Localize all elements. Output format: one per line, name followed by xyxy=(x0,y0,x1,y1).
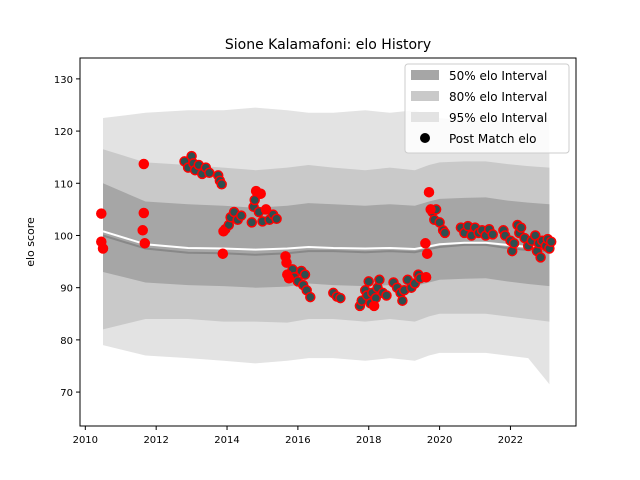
post-match-point-26 xyxy=(235,210,247,221)
post-match-point-101 xyxy=(508,238,520,249)
post-match-point-69 xyxy=(397,295,408,306)
post-match-point-63 xyxy=(374,274,385,286)
y-axis: 70 80 90 100 110 120 130 xyxy=(54,75,80,399)
post-match-point-49 xyxy=(305,291,316,303)
mean-elo-line xyxy=(102,230,550,251)
post-match-point-highlight-6 xyxy=(139,238,150,249)
legend-entry-post-match: Post Match elo xyxy=(449,132,536,146)
post-match-point-highlight-3 xyxy=(138,159,149,169)
post-match-point-111 xyxy=(535,252,546,263)
post-match-point-highlight-21 xyxy=(425,204,436,215)
post-match-point-96 xyxy=(487,229,498,240)
post-match-point-highlight-5 xyxy=(137,225,148,236)
axes-frame xyxy=(79,57,577,427)
post-match-point-highlight-13 xyxy=(281,257,292,268)
post-match-point-18 xyxy=(216,179,227,190)
post-match-point-86 xyxy=(439,227,451,239)
post-match-point-highlight-17 xyxy=(420,238,431,249)
y-tick-label-6: 130 xyxy=(54,75,73,86)
chart-title: Sione Kalamafoni: elo History xyxy=(225,37,431,53)
legend-swatch-95 xyxy=(411,112,439,122)
x-tick-label-3: 2016 xyxy=(285,435,310,446)
post-match-point-65 xyxy=(381,290,392,301)
post-match-point-highlight-16 xyxy=(369,300,380,311)
legend-entry-50: 50% elo Interval xyxy=(449,69,547,83)
post-match-point-highlight-0 xyxy=(96,208,107,219)
post-match-point-highlight-4 xyxy=(138,208,149,218)
y-tick-label-0: 70 xyxy=(60,388,73,399)
legend-entry-95: 95% elo Interval xyxy=(449,111,547,125)
post-match-point-104 xyxy=(515,222,527,233)
post-match-point-highlight-2 xyxy=(98,243,108,254)
legend-box xyxy=(404,63,570,154)
post-match-point-15 xyxy=(204,167,215,179)
post-match-point-116 xyxy=(545,236,557,247)
post-match-point-highlight-7 xyxy=(218,226,229,237)
post-match-point-highlight-18 xyxy=(421,272,432,283)
post-match-point-37 xyxy=(271,213,282,225)
x-tick-label-4: 2018 xyxy=(356,435,381,446)
post-match-point-highlight-10 xyxy=(255,188,266,199)
x-tick-label-2: 2014 xyxy=(214,435,239,446)
x-tick-label-0: 2010 xyxy=(73,435,98,446)
y-tick-label-5: 120 xyxy=(54,127,73,138)
x-tick-label-5: 2020 xyxy=(427,435,452,446)
legend: 50% elo Interval 80% elo Interval 95% el… xyxy=(404,63,570,154)
post-match-point-highlight-19 xyxy=(422,248,433,259)
post-match-point-highlight-15 xyxy=(284,273,294,284)
y-tick-label-3: 100 xyxy=(54,231,73,242)
y-tick-label-1: 80 xyxy=(60,336,73,347)
post-match-point-highlight-8 xyxy=(217,248,228,259)
post-match-point-52 xyxy=(335,292,346,304)
legend-marker-post-match xyxy=(420,133,430,143)
post-match-point-highlight-20 xyxy=(424,187,434,198)
post-match-point-27 xyxy=(246,217,258,228)
y-tick-label-2: 90 xyxy=(60,284,73,295)
legend-entry-80: 80% elo Interval xyxy=(449,90,547,104)
legend-swatch-80 xyxy=(411,91,439,101)
y-axis-label: elo score xyxy=(24,217,37,267)
y-tick-label-4: 110 xyxy=(54,179,73,190)
plot-area xyxy=(96,107,557,385)
legend-swatch-50 xyxy=(411,70,439,80)
post-match-point-47 xyxy=(299,269,311,280)
x-tick-label-1: 2012 xyxy=(143,435,168,446)
x-tick-label-6: 2022 xyxy=(498,435,523,446)
x-axis: 2010 2012 2014 2016 2018 2020 2022 xyxy=(73,426,523,446)
post-match-point-highlight-11 xyxy=(261,204,271,215)
post-match-point-57 xyxy=(363,276,374,287)
